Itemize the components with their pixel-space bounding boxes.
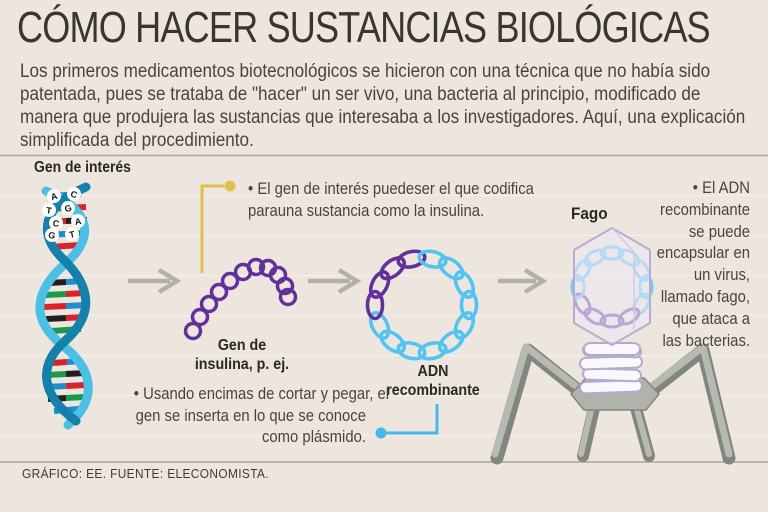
label-line: ADN [417, 363, 449, 380]
intro-line: patentada, pues se trataba de "hacer" un… [20, 84, 701, 105]
label-line: Gen de [217, 337, 267, 354]
callout-line: encapsular en [656, 244, 750, 263]
dna-strand-dark [42, 182, 91, 426]
dna-base-chip: C [67, 187, 81, 201]
dna-helix-icon: A C T G C A G T [35, 182, 93, 430]
callout-line: un virus, [693, 266, 750, 285]
insulin-gene-strand-icon [183, 257, 298, 341]
phage-legs [490, 343, 736, 465]
svg-text:T: T [46, 205, 53, 216]
callout-line: parauna sustancia como la insulina. [248, 201, 485, 220]
dna-base-chip: T [65, 227, 79, 241]
arrow-right-icon [498, 268, 548, 294]
label-line: recombinante [386, 382, 480, 399]
dna-base-chip: G [45, 228, 59, 242]
callout-gene-of-interest: • El gen de interés puedeser el que codi… [248, 179, 534, 223]
label-gene-of-interest: Gen de interés [34, 159, 131, 176]
intro-line: manera que produjera las sustancias que … [20, 107, 746, 128]
svg-text:T: T [68, 229, 76, 240]
page-title: CÓMO HACER SUSTANCIAS BIOLÓGICAS [17, 3, 711, 52]
phage-icon [490, 226, 736, 465]
svg-text:A: A [74, 216, 83, 227]
label-phage: Fago [571, 204, 608, 223]
arrow-right-icon [128, 268, 182, 294]
label-line: insulina, p. ej. [194, 356, 290, 373]
callout-line: que ataca a [672, 309, 750, 328]
dna-base-chip: A [47, 189, 61, 203]
callout-line: • El ADN [692, 179, 750, 197]
step-arrows [128, 268, 548, 294]
credit-line: GRÁFICO: EE. FUENTE: ELECONOMISTA. [22, 467, 269, 481]
dna-base-chip: A [71, 214, 85, 228]
yellow-connector-line [200, 180, 236, 273]
svg-text:C: C [69, 189, 79, 201]
dna-base-chip: T [42, 203, 56, 217]
svg-text:G: G [63, 203, 73, 215]
label-recombinant-dna: ADN recombinante [368, 362, 499, 400]
callout-line: gen se inserta en lo que se conoce [135, 406, 366, 425]
callout-line: se puede [688, 222, 750, 241]
callout-line: llamado fago, [660, 287, 750, 306]
svg-text:A: A [50, 191, 59, 202]
intro-line: simplificada del procedimiento. [20, 130, 254, 151]
blue-connector-line [375, 404, 439, 439]
arrow-right-icon [308, 268, 362, 294]
phage-head-facet-edge [611, 227, 635, 330]
callout-line: las bacterias. [662, 331, 750, 350]
callout-line: recombinante [660, 200, 750, 219]
callout-line: como plásmido. [261, 428, 366, 446]
dna-base-chip: G [61, 201, 75, 215]
dna-base-chips: A C T G C A G T [42, 187, 85, 242]
callout-plasmid: • Usando encimas de cortar y pegar, el g… [133, 384, 390, 449]
svg-text:G: G [47, 230, 56, 241]
dna-base-chip: C [49, 216, 63, 230]
phage-neck-spring [579, 342, 643, 395]
phage-head-capsid [573, 226, 651, 347]
intro-line: Los primeros medicamentos biotecnológico… [20, 61, 711, 82]
intro-paragraph: Los primeros medicamentos biotecnológico… [20, 60, 745, 152]
label-insulin-gene: Gen de insulina, p. ej. [178, 336, 307, 374]
callout-phage: • El ADN recombinante se puede encapsula… [615, 178, 750, 352]
callout-line: • El gen de interés puedeser el que codi… [248, 180, 534, 198]
plasmid-ring-icon [365, 247, 479, 363]
svg-text:C: C [52, 218, 61, 229]
callout-line: • Usando encimas de cortar y pegar, el [133, 385, 390, 403]
